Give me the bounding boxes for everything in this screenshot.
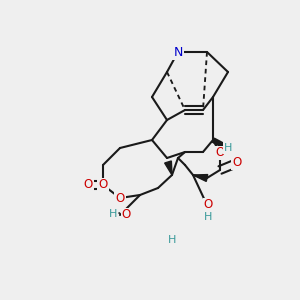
Text: O: O: [83, 178, 93, 191]
Text: H: H: [204, 212, 213, 222]
Text: ·: ·: [117, 207, 121, 221]
Text: N: N: [173, 46, 183, 59]
Text: O: O: [116, 191, 124, 205]
Text: H: H: [168, 235, 176, 245]
Polygon shape: [165, 161, 172, 175]
Text: H: H: [109, 209, 118, 219]
Text: O: O: [232, 157, 242, 169]
Text: O: O: [98, 178, 108, 191]
Text: O: O: [122, 208, 130, 221]
Text: H: H: [224, 143, 232, 153]
Text: O: O: [215, 146, 225, 160]
Text: O: O: [204, 199, 213, 212]
Polygon shape: [193, 175, 208, 182]
